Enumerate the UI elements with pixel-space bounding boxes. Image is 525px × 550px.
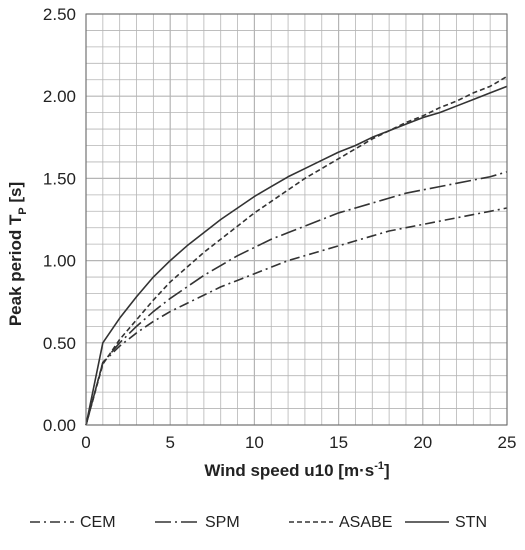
series-line-cem [85, 207, 508, 426]
grid [85, 13, 508, 426]
x-tick-label: 5 [165, 433, 174, 452]
legend: CEM SPM ASABE STN [30, 514, 487, 531]
y-tick-label: 0.50 [43, 334, 76, 353]
y-tick-label: 2.00 [43, 87, 76, 106]
y-tick-label: 0.00 [43, 416, 76, 435]
x-axis-title: Wind speed u10 [m·s-1] [204, 460, 389, 480]
y-tick-label: 1.00 [43, 252, 76, 271]
series-lines [85, 75, 508, 426]
series-line-spm [85, 171, 508, 426]
y-tick-label: 2.50 [43, 5, 76, 24]
x-tick-label: 15 [329, 433, 348, 452]
legend-label-spm: SPM [205, 514, 240, 531]
x-tick-label: 20 [413, 433, 432, 452]
series-line-stn [85, 85, 508, 426]
legend-label-cem: CEM [80, 514, 116, 531]
tick-labels: 0 5 10 15 20 25 0.00 0.50 1.00 1.50 2.00 2.50 [43, 5, 517, 452]
x-tick-label: 10 [245, 433, 264, 452]
plot-frame [85, 13, 508, 426]
legend-label-asabe: ASABE [339, 514, 392, 531]
x-tick-label: 0 [81, 433, 90, 452]
series-line-asabe [85, 75, 508, 426]
x-tick-label: 25 [498, 433, 517, 452]
y-tick-label: 1.50 [43, 169, 76, 188]
legend-label-stn: STN [455, 514, 487, 531]
y-axis-title: Peak period TP [s] [6, 182, 29, 326]
